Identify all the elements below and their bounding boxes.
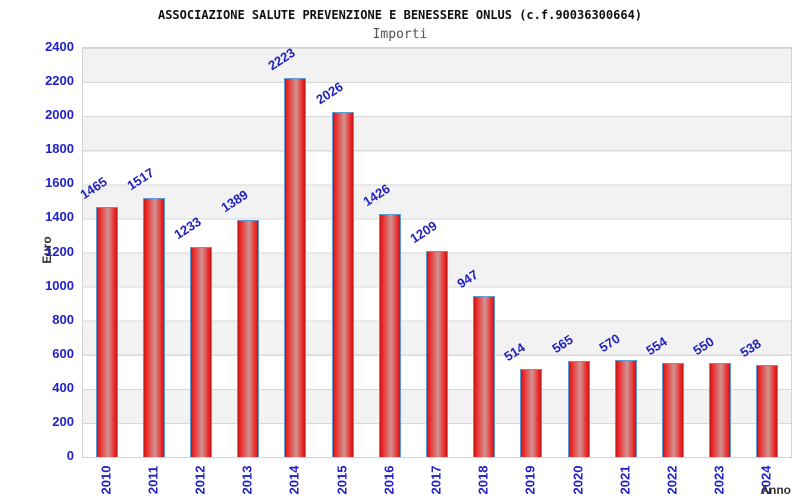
- bar: [284, 78, 307, 457]
- bar-value-label: 1426: [360, 180, 393, 210]
- y-tick-label: 200: [52, 413, 74, 429]
- chart-title: ASSOCIAZIONE SALUTE PREVENZIONE E BENESS…: [157, 8, 643, 22]
- x-axis-title: Anno: [760, 483, 791, 497]
- y-tick-label: 1400: [45, 209, 74, 225]
- bar-value-label: 554: [643, 333, 670, 358]
- y-tick-label: 0: [66, 448, 74, 463]
- y-tick-label: 1800: [45, 141, 74, 157]
- x-tick-label: 2013: [239, 465, 255, 495]
- chart-subtitle: Importi: [372, 27, 428, 42]
- bar-value-label: 1465: [76, 174, 110, 203]
- x-tick-label: 2020: [570, 465, 586, 495]
- x-tick-label: 2017: [428, 465, 444, 495]
- bar-value-label: 538: [737, 336, 765, 361]
- x-tick-label: 2016: [381, 465, 397, 495]
- y-tick-label: 600: [52, 345, 74, 361]
- x-tick-label: 2023: [711, 465, 727, 495]
- bar: [378, 214, 401, 457]
- y-tick-label: 1200: [45, 243, 74, 259]
- y-tick-label: 800: [52, 311, 74, 327]
- bar: [95, 207, 118, 457]
- x-tick-label: 2015: [334, 465, 350, 495]
- x-tick-label: 2021: [617, 465, 633, 495]
- bar-value-label: 514: [501, 340, 529, 365]
- bar-value-label: 2026: [312, 78, 346, 107]
- x-tick-label: 2022: [664, 465, 680, 495]
- bar: [473, 295, 496, 457]
- x-tick-label: 2010: [98, 465, 114, 495]
- bar: [567, 360, 590, 457]
- x-tick-label: 2018: [475, 465, 491, 495]
- bar: [709, 363, 732, 457]
- bar-value-label: 1389: [218, 187, 251, 216]
- bar-value-label: 1209: [407, 217, 440, 247]
- y-tick-label: 2200: [45, 73, 74, 89]
- bar: [756, 365, 779, 457]
- bar-value-label: 1233: [171, 213, 204, 243]
- x-tick-label: 2014: [286, 465, 302, 495]
- bar: [662, 362, 684, 457]
- x-axis: 2010 2011 2012 2013 2014 2015 2016 2017 2018 2019…: [82, 456, 790, 500]
- bar: [142, 198, 165, 457]
- bar-value-label: 550: [690, 334, 717, 359]
- y-tick-label: 400: [52, 379, 74, 395]
- y-axis: 0 200 400 600 800 1000 1200 1400 1600 1800 2000 220…: [0, 39, 74, 463]
- bar-value-label: 947: [454, 266, 481, 291]
- bar: [237, 220, 260, 457]
- bar-value-label: 565: [548, 331, 576, 356]
- bar: [520, 369, 543, 457]
- y-tick-label: 1600: [45, 175, 74, 191]
- x-tick-label: 2011: [145, 465, 161, 495]
- bar: [190, 246, 212, 457]
- y-tick-label: 2400: [45, 39, 74, 54]
- bar-value-label: 1517: [124, 165, 157, 194]
- bar: [614, 359, 637, 457]
- y-tick-label: 1000: [45, 277, 74, 293]
- x-tick-label: 2019: [522, 465, 538, 495]
- bar-value-label: 570: [596, 330, 623, 356]
- y-tick-label: 2000: [45, 107, 74, 123]
- bar-value-label: 2223: [265, 44, 299, 74]
- bar: [331, 111, 354, 457]
- bar: [426, 250, 448, 457]
- x-tick-label: 2012: [192, 465, 208, 495]
- plot-area: 1465 1517 1233 1389 2223 2026 1426 1209 947 514 56…: [77, 44, 792, 458]
